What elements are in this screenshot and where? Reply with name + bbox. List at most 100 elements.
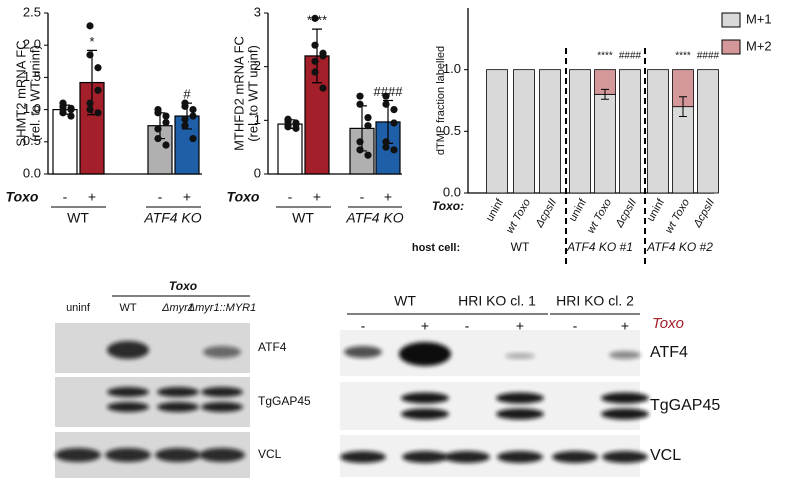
- data-point: [356, 92, 364, 100]
- data-point: [154, 134, 162, 143]
- data-point: [292, 119, 300, 127]
- bar-segment: [594, 93, 616, 194]
- group-label: ATF4 KO #1: [566, 240, 633, 254]
- x-tick-label: uninf: [645, 196, 668, 223]
- group-label: ATF4 KO: [143, 210, 201, 226]
- lane-label: WT: [119, 302, 136, 314]
- band: [340, 451, 386, 463]
- legend-label: M+1: [746, 11, 772, 26]
- data-point: [162, 141, 170, 149]
- band: [199, 448, 245, 462]
- significance: #: [183, 87, 191, 102]
- x-tick-label: -: [63, 189, 68, 205]
- y-tick-label: 3: [254, 4, 261, 19]
- data-point: [390, 119, 398, 127]
- significance: ****: [597, 50, 613, 61]
- x-tick-label: uninf: [484, 196, 507, 223]
- x-tick-label: -: [360, 189, 365, 205]
- band: [609, 351, 641, 359]
- y-tick-label: 1.0: [443, 61, 461, 76]
- data-point: [154, 106, 162, 114]
- group-label: WT: [394, 293, 416, 309]
- data-point: [382, 92, 390, 100]
- x-tick-label: uninf: [567, 196, 590, 223]
- x-tick-label: ΔcpsII: [691, 197, 717, 230]
- y-axis-label: (rel. to WT uninf): [27, 45, 42, 142]
- data-point: [59, 99, 67, 107]
- band: [401, 392, 449, 404]
- bar: [277, 123, 303, 175]
- data-point: [86, 51, 94, 59]
- data-point: [284, 115, 292, 123]
- group-label: WT: [292, 210, 314, 226]
- data-point: [94, 64, 102, 72]
- bar-segment: [647, 69, 669, 194]
- lane-label: -: [361, 318, 366, 334]
- data-point: [356, 138, 364, 146]
- band: [155, 448, 201, 462]
- band: [602, 451, 648, 463]
- row-label: ATF4: [650, 344, 688, 361]
- data-point: [67, 112, 75, 120]
- data-point: [382, 143, 390, 151]
- row-label: VCL: [650, 447, 681, 464]
- group-axis-label: host cell:: [412, 242, 460, 254]
- band: [496, 392, 544, 404]
- data-point: [67, 104, 75, 112]
- bar-segment: [539, 69, 561, 194]
- x-tick-label: wt Toxo: [585, 197, 614, 235]
- x-tick-label: +: [313, 189, 321, 205]
- error-bar: [679, 96, 687, 118]
- lane-label: +: [421, 318, 429, 334]
- band: [505, 353, 535, 359]
- band: [55, 448, 101, 462]
- bar-segment: [697, 69, 719, 194]
- group-label: ATF4 KO: [345, 210, 403, 226]
- data-point: [364, 114, 372, 122]
- y-axis-label: (rel. to WT uninf): [245, 45, 260, 142]
- data-point: [311, 14, 319, 22]
- band: [402, 451, 448, 463]
- lane-label: Δmyr1: [161, 302, 194, 314]
- data-point: [181, 115, 189, 123]
- row-label: VCL: [258, 447, 282, 461]
- legend-label: M+2: [746, 38, 772, 53]
- bar-segment: [569, 69, 591, 194]
- data-point: [181, 122, 189, 130]
- data-point: [319, 84, 327, 92]
- y-tick-label: 0.5: [23, 133, 41, 148]
- group-label: WT: [511, 240, 530, 254]
- x-label: Toxo: [227, 189, 260, 205]
- x-tick-label: +: [183, 189, 191, 205]
- band: [107, 402, 149, 412]
- data-point: [162, 118, 170, 127]
- data-point: [364, 151, 372, 159]
- bar-segment: [672, 106, 694, 194]
- x-tick-label: ΔcpsII: [533, 197, 559, 230]
- data-point: [154, 125, 162, 133]
- condition-label: Toxo: [652, 315, 684, 332]
- data-point: [94, 86, 102, 94]
- y-axis-label: dTMP fraction labelled: [435, 46, 447, 155]
- y-tick-label: 0.5: [443, 123, 461, 138]
- legend-swatch: [721, 39, 741, 55]
- significance: *: [89, 34, 94, 49]
- band: [203, 346, 241, 358]
- band: [157, 402, 199, 412]
- row-label: TgGAP45: [650, 397, 720, 414]
- x-label: Toxo: [6, 189, 39, 205]
- blot-title: Toxo: [169, 279, 197, 293]
- y-tick-label: 1.0: [23, 101, 41, 116]
- significance: ####: [619, 50, 642, 61]
- x-tick-label: wt Toxo: [504, 197, 533, 235]
- data-point: [189, 106, 197, 114]
- band: [107, 341, 149, 359]
- data-point: [364, 122, 372, 130]
- significance: ####: [374, 84, 404, 99]
- lane-label: -: [465, 318, 470, 334]
- y-tick-label: 0: [254, 165, 261, 180]
- group-label: HRI KO cl. 1: [458, 293, 536, 309]
- bar: [52, 108, 78, 175]
- data-point: [319, 49, 327, 57]
- band: [601, 392, 649, 404]
